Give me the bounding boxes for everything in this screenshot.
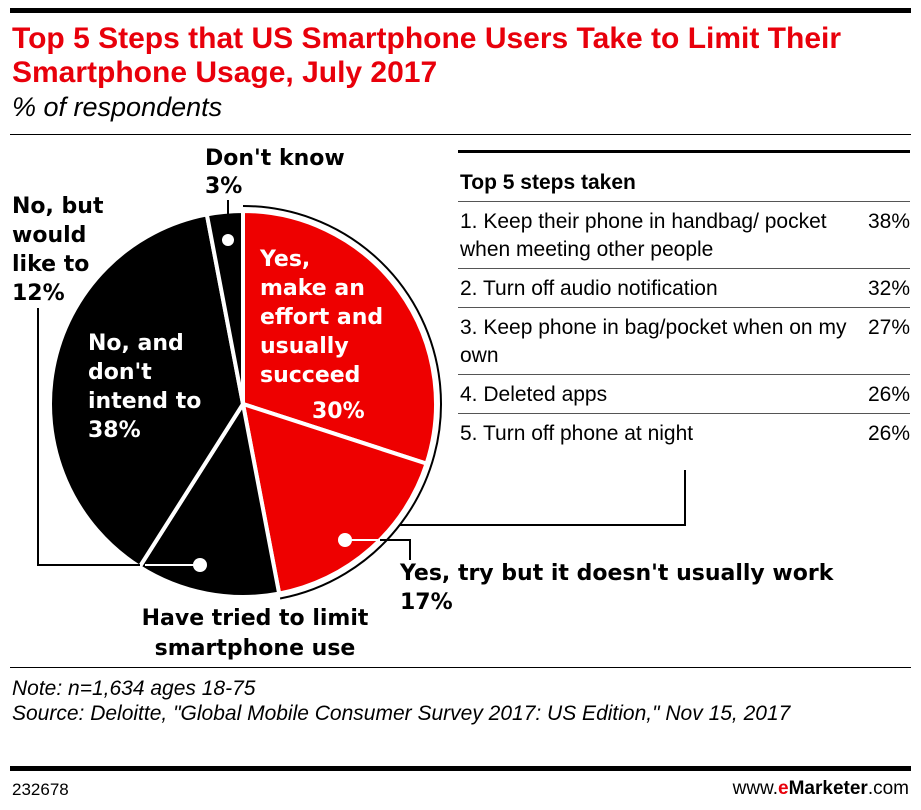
bottom-rule [10,766,911,771]
label-dont-intend-line: No, and [88,331,184,356]
marker-try [338,533,352,547]
chart-id: 232678 [12,780,69,799]
leader-steps-table [400,470,686,526]
step-value: 26% [867,422,910,445]
group-bracket-arc [242,205,442,600]
label-dont-intend-line: intend to [88,389,201,414]
steps-table: Top 5 steps taken 1. Keep their phone in… [458,150,910,452]
label-succeed-line: succeed [260,363,360,388]
pie-chart: Don't know 3% Yes, make an effort and usually… [12,146,835,661]
label-have-tried-line: smartphone use [155,636,356,661]
label-succeed-line: make an [260,276,365,301]
label-succeed: Yes, make an effort and usually succeed [259,247,383,388]
steps-header: Top 5 steps taken [458,153,910,202]
step-text: 3. Keep phone in bag/pocket when on my o… [460,316,847,367]
label-dont-intend-line: 38% [88,418,141,443]
label-would-like-line: like to [12,252,89,277]
notes: Note: n=1,634 ages 18-75 Source: Deloitt… [12,676,872,726]
label-dont-know-line: 3% [205,174,242,199]
label-try: Yes, try but it doesn't usually work 17% [399,561,835,615]
step-value: 38% [867,210,910,233]
step-text: 1. Keep their phone in handbag/ pocket w… [460,210,827,261]
step-value: 26% [867,383,910,406]
note: Note: n=1,634 ages 18-75 [12,677,256,700]
source: Source: Deloitte, "Global Mobile Consume… [12,702,791,725]
label-succeed-line: effort and [260,305,383,330]
step-row: 5. Turn off phone at night 26% [458,414,910,452]
step-value: 27% [867,316,910,339]
chart-title: Top 5 Steps that US Smartphone Users Tak… [12,22,842,89]
label-would-like-line: 12% [12,281,65,306]
label-have-tried: Have tried to limit smartphone use [142,606,369,661]
brand-link[interactable]: www.eMarketer.com [732,778,909,799]
step-text: 2. Turn off audio notification [460,277,718,300]
step-text: 5. Turn off phone at night [460,422,694,445]
marker-would-like [193,558,207,572]
top-rule [10,8,911,13]
step-text: 4. Deleted apps [460,383,608,406]
slice-would-like [136,398,282,599]
leader-would-like [37,308,140,566]
chart-subtitle: % of respondents [12,92,223,122]
label-would-like-line: No, but [12,194,104,219]
label-would-like-line: would [12,223,86,248]
label-succeed-value: 30% [312,399,365,424]
label-try-line: 17% [400,590,453,615]
step-row: 4. Deleted apps 26% [458,375,910,414]
label-have-tried-line: Have tried to limit [142,606,369,631]
marker-dont-know [222,234,234,246]
step-value: 32% [867,277,910,300]
step-row: 2. Turn off audio notification 32% [458,269,910,308]
label-dont-intend-line: don't [88,360,152,385]
slice-try [240,401,430,596]
slice-succeed [241,208,438,467]
label-dont-intend: No, and don't intend to 38% [88,331,201,443]
slice-dont-know [204,208,245,405]
header-rule [10,134,911,135]
label-would-like: No, but would like to 12% [12,194,104,306]
label-succeed-line: Yes, [259,247,310,272]
step-row: 1. Keep their phone in handbag/ pocket w… [458,202,910,269]
slice-dont-intend [48,212,246,570]
label-dont-know-line: Don't know [205,146,345,171]
label-try-line: Yes, try but it doesn't usually work [399,561,835,586]
footer-rule [10,667,911,668]
label-dont-know: Don't know 3% [205,146,345,199]
label-succeed-line: usually [260,334,349,359]
step-row: 3. Keep phone in bag/pocket when on my o… [458,308,910,375]
